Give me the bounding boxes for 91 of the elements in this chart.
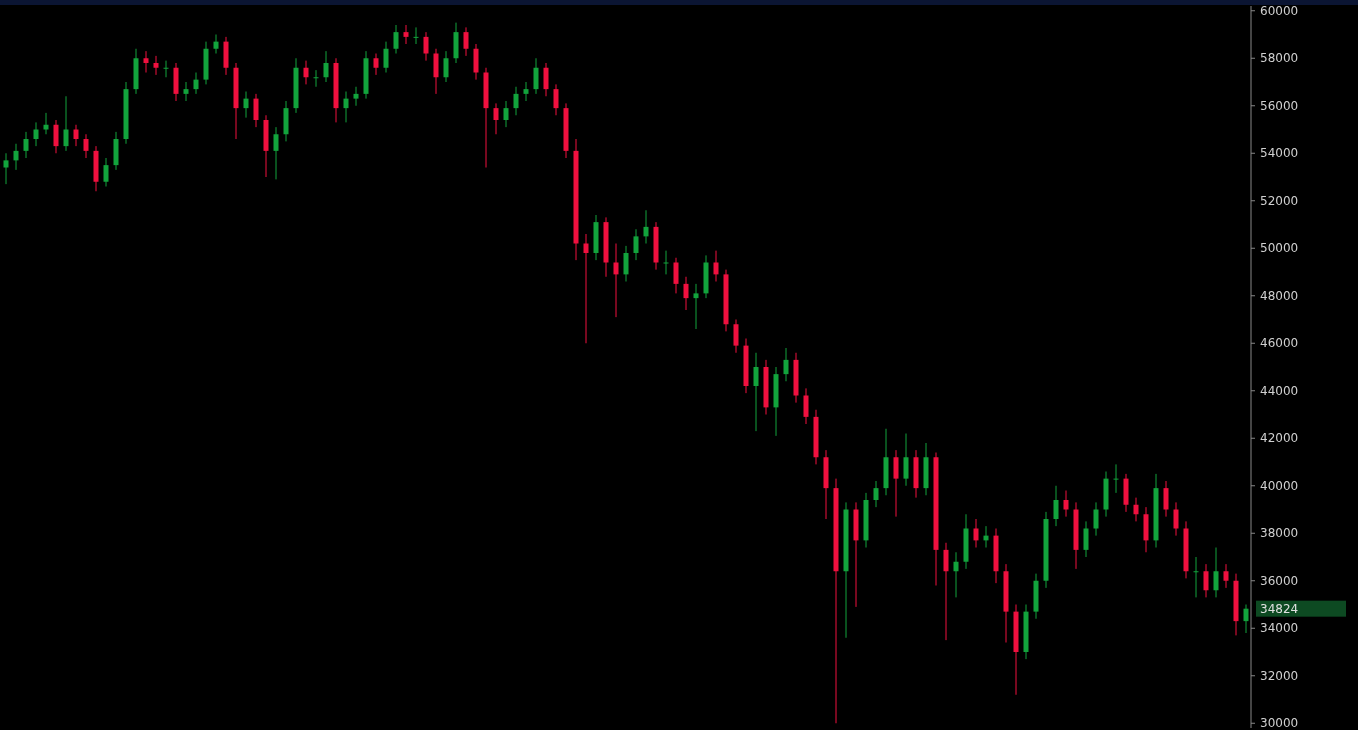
y-tick-label: 50000 — [1260, 241, 1299, 256]
candlestick — [393, 24, 399, 54]
candlestick — [893, 449, 899, 518]
candlestick — [423, 31, 429, 62]
candlestick — [383, 41, 389, 73]
candlestick — [1213, 547, 1219, 598]
candlestick — [253, 93, 259, 128]
y-tick-label: 48000 — [1260, 288, 1299, 303]
candlestick — [783, 347, 789, 382]
candlestick — [83, 133, 89, 159]
candlestick — [803, 387, 809, 425]
candlestick — [213, 34, 219, 54]
candlestick — [523, 81, 529, 102]
candlestick — [23, 131, 29, 159]
candlestick — [153, 55, 159, 76]
y-tick-label: 38000 — [1260, 526, 1299, 541]
candlestick — [903, 433, 909, 487]
candlestick — [53, 119, 59, 154]
candlestick — [193, 72, 199, 95]
candlestick — [33, 121, 39, 147]
candlestick — [543, 62, 549, 97]
y-tick-label: 56000 — [1260, 98, 1299, 113]
candlestick — [733, 319, 739, 354]
candlestick — [873, 480, 879, 508]
candlestick — [623, 245, 629, 282]
candlestick — [353, 86, 359, 107]
y-tick-label: 52000 — [1260, 193, 1299, 208]
candlestick — [713, 250, 719, 282]
y-tick-label: 32000 — [1260, 668, 1299, 683]
candlestick — [313, 69, 319, 88]
y-tick-label: 46000 — [1260, 336, 1299, 351]
candlestick — [553, 83, 559, 116]
candlestick — [1243, 604, 1249, 634]
candlestick — [373, 53, 379, 76]
candlestick — [403, 24, 409, 45]
candlestick — [663, 250, 669, 275]
candlestick — [163, 60, 169, 78]
candlestick — [673, 257, 679, 294]
y-tick-label: 36000 — [1260, 573, 1299, 588]
candlestick — [643, 209, 649, 244]
candlestick — [3, 152, 9, 185]
candlestick — [443, 50, 449, 83]
y-tick-label: 40000 — [1260, 478, 1299, 493]
candlestick — [1093, 501, 1099, 537]
y-tick-label: 34000 — [1260, 621, 1299, 636]
candlestick — [103, 157, 109, 187]
candlestick — [1083, 520, 1089, 558]
y-tick-label: 42000 — [1260, 431, 1299, 446]
candlestick — [753, 352, 759, 432]
y-tick-label: 30000 — [1260, 716, 1299, 730]
candlestick — [1193, 556, 1199, 598]
candlestick — [43, 112, 49, 135]
candlestick — [143, 50, 149, 73]
candlestick — [683, 276, 689, 311]
candlestick — [1223, 563, 1229, 589]
candlestick — [13, 143, 19, 171]
candlestick — [693, 283, 699, 330]
candlestick — [243, 91, 249, 119]
candlestick — [63, 95, 69, 152]
candlestick — [463, 26, 469, 57]
candlestick — [73, 124, 79, 147]
candlestick — [1063, 490, 1069, 518]
candlestick — [303, 60, 309, 85]
y-tick-label: 54000 — [1260, 146, 1299, 161]
candlestick — [1053, 485, 1059, 527]
candlestick — [1113, 463, 1119, 494]
candlestick — [583, 233, 589, 344]
candlestick — [413, 26, 419, 45]
y-tick-label: 60000 — [1260, 3, 1299, 18]
candlestick — [503, 100, 509, 128]
candlestick — [533, 57, 539, 95]
candlestick — [973, 518, 979, 548]
candlestick — [1203, 563, 1209, 598]
candlestick — [1133, 497, 1139, 522]
candlestick — [943, 542, 949, 641]
candlestick — [183, 81, 189, 102]
candlestick — [1163, 480, 1169, 518]
candlestick — [613, 243, 619, 318]
candlestick — [633, 228, 639, 261]
candlestick — [1173, 501, 1179, 537]
y-tick-label: 44000 — [1260, 383, 1299, 398]
candlestick — [433, 48, 439, 95]
candlestick — [323, 50, 329, 83]
candlestick — [473, 43, 479, 81]
text: 34824 — [1260, 601, 1299, 616]
candlestick — [493, 102, 499, 135]
candlestick — [273, 126, 279, 180]
candlestick — [513, 86, 519, 116]
y-tick-label: 58000 — [1260, 51, 1299, 66]
candlestick — [953, 551, 959, 598]
candlestick — [343, 91, 349, 123]
